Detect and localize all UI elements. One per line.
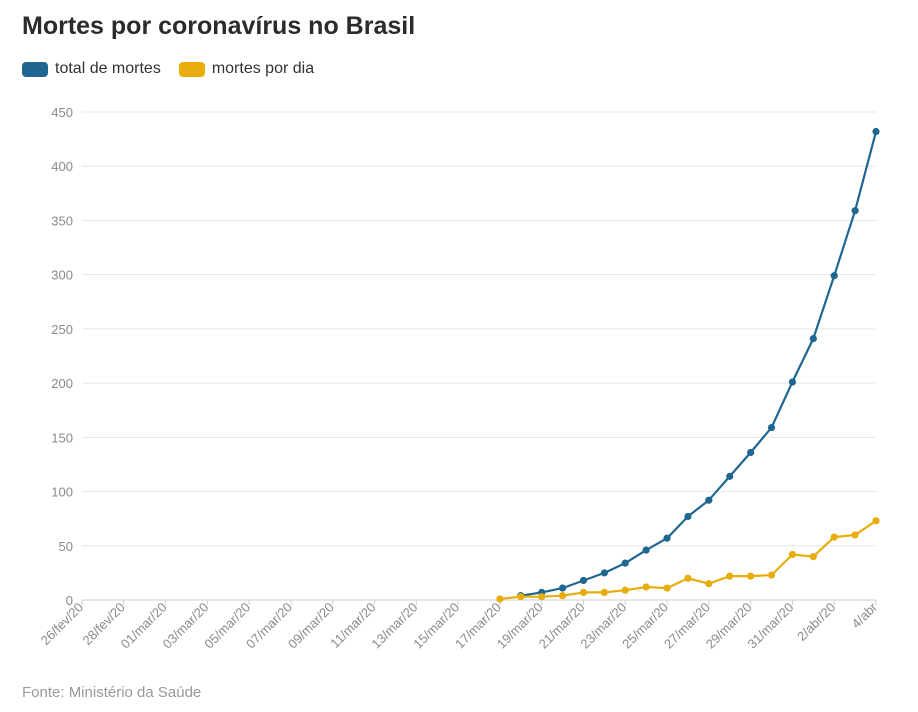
y-tick-label: 200 [51, 376, 73, 391]
x-tick-label: 09/mar/20 [285, 600, 337, 652]
data-point-daily [830, 533, 838, 541]
y-tick-label: 50 [59, 539, 73, 554]
data-point-daily [872, 517, 880, 525]
x-tick-label: 26/fev/20 [38, 600, 86, 648]
data-point-total [621, 559, 629, 567]
y-tick-label: 100 [51, 485, 73, 500]
series-line-daily [499, 519, 877, 600]
data-point-daily [600, 588, 608, 597]
y-tick-label: 250 [51, 322, 73, 337]
data-point-total [663, 534, 671, 542]
data-point-daily [747, 572, 755, 580]
data-point-daily [788, 550, 797, 559]
legend-swatch-daily [178, 61, 205, 77]
data-point-total [830, 272, 838, 280]
data-point-total [747, 448, 755, 457]
data-point-daily [496, 595, 504, 603]
data-point-total [600, 569, 608, 577]
x-tick-label: 2/abr/20 [794, 600, 838, 644]
data-point-daily [726, 572, 734, 580]
data-point-total [726, 472, 734, 480]
data-point-daily [579, 588, 588, 597]
data-point-total [642, 546, 650, 554]
data-point-daily [538, 593, 546, 601]
legend: total de mortes mortes por dia [22, 60, 332, 78]
data-point-total [705, 496, 713, 504]
data-point-daily [684, 574, 692, 582]
data-point-daily [767, 571, 776, 579]
data-point-total [809, 335, 817, 343]
data-point-daily [809, 553, 817, 561]
data-point-total [788, 378, 797, 386]
data-point-daily [663, 584, 671, 592]
y-tick-label: 350 [51, 213, 73, 228]
legend-item-total: total de mortes [22, 60, 161, 78]
data-point-daily [851, 531, 859, 539]
y-tick-label: 300 [51, 268, 73, 283]
data-point-total [767, 423, 776, 432]
legend-swatch-total [22, 61, 48, 77]
chart-title: Mortes por coronavírus no Brasil [22, 12, 416, 40]
data-point-total [872, 127, 880, 136]
data-point-total [684, 512, 692, 521]
data-point-total [558, 584, 567, 592]
series-line-total [520, 131, 878, 597]
data-point-total [851, 207, 859, 215]
data-point-daily [642, 583, 650, 591]
data-point-daily [621, 586, 629, 594]
data-point-daily [705, 580, 713, 588]
y-tick-label: 450 [51, 105, 73, 120]
y-tick-label: 0 [66, 593, 73, 608]
legend-label-daily: mortes por dia [211, 60, 315, 77]
source-note: Fonte: Ministério da Saúde [22, 684, 202, 701]
data-point-daily [517, 593, 525, 601]
data-point-daily [558, 592, 567, 600]
y-tick-label: 400 [51, 159, 73, 174]
legend-label-total: total de mortes [55, 60, 161, 77]
data-point-total [579, 576, 588, 585]
legend-item-daily: mortes por dia [178, 60, 315, 78]
x-tick-label: 31/mar/20 [745, 600, 797, 652]
y-tick-label: 150 [51, 430, 73, 445]
